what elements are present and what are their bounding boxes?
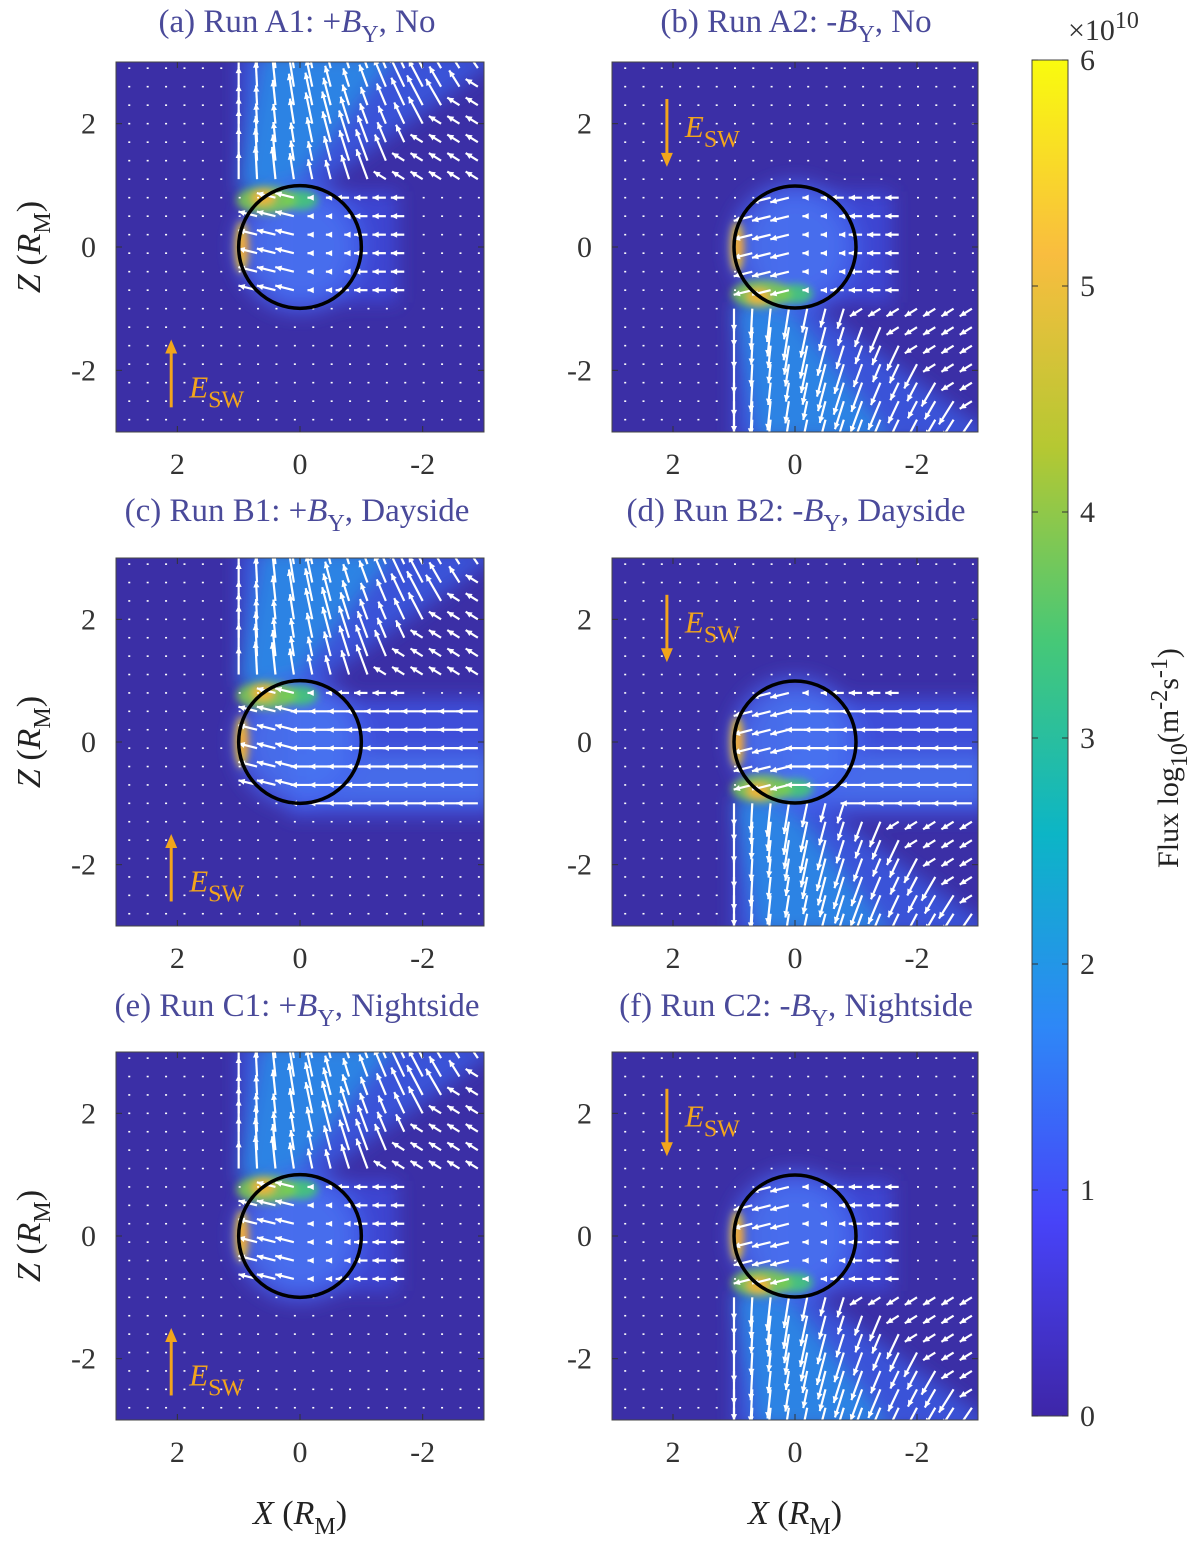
flux-field bbox=[624, 1057, 978, 1420]
velocity-arrows bbox=[624, 67, 974, 432]
esw-label: ESW bbox=[684, 1099, 740, 1143]
panel-title: (d) Run B2: -BY, Dayside bbox=[626, 493, 965, 537]
x-tick-label: 0 bbox=[293, 942, 308, 975]
y-tick-label: 0 bbox=[577, 1220, 592, 1253]
x-tick-label: 0 bbox=[788, 942, 803, 975]
y-tick-label: -2 bbox=[71, 354, 96, 387]
planet-outline bbox=[236, 678, 364, 806]
x-tick-label: 2 bbox=[170, 942, 185, 975]
esw-indicator: ESW bbox=[165, 339, 244, 413]
y-tick-label: 2 bbox=[577, 108, 592, 141]
x-tick-label: -2 bbox=[410, 1436, 435, 1469]
colorbar: 0 1 2 3 4 5 6×1010 Flux log10(m-2s-1) bbox=[1031, 8, 1193, 1433]
y-tick-label: -2 bbox=[71, 1343, 96, 1376]
y-tick-label: 0 bbox=[577, 231, 592, 264]
colorbar-tick-label: 3 bbox=[1080, 722, 1095, 755]
panel-a: ESW 2 0 -2 2 0 -2 (a) Run A1: +BY, No Z (RM) bbox=[11, 4, 485, 481]
y-tick-label: -2 bbox=[567, 354, 592, 387]
colorbar-tick-label: 6 bbox=[1080, 44, 1095, 77]
x-tick-label: -2 bbox=[410, 448, 435, 481]
panel-e: ESW 2 0 -2 2 0 -2 (e) Run C1: +BY, Nightside Z (… bbox=[11, 988, 485, 1540]
x-tick-label: 2 bbox=[666, 942, 681, 975]
panel-title: (b) Run A2: -BY, No bbox=[660, 4, 931, 48]
x-tick-label: 2 bbox=[666, 1436, 681, 1469]
planet-outline bbox=[732, 679, 858, 805]
flux-field bbox=[128, 558, 484, 915]
x-tick-label: 2 bbox=[170, 1436, 185, 1469]
panel-title: (e) Run C1: +BY, Nightside bbox=[114, 988, 479, 1032]
velocity-arrows bbox=[624, 1057, 974, 1420]
y-tick-label: 0 bbox=[81, 231, 96, 264]
y-axis-label: Z (RM) bbox=[11, 1190, 56, 1282]
x-tick-label: -2 bbox=[905, 1436, 930, 1469]
y-axis-label: Z (RM) bbox=[11, 201, 56, 293]
x-tick-label: 0 bbox=[788, 448, 803, 481]
colorbar-tick-label: 0 bbox=[1080, 1400, 1095, 1433]
planet-outline bbox=[732, 184, 858, 310]
planet-outline bbox=[236, 183, 364, 311]
panel-title: (f) Run C2: -BY, Nightside bbox=[619, 988, 973, 1032]
velocity-arrows bbox=[128, 1052, 480, 1409]
panel-title: (c) Run B1: +BY, Dayside bbox=[125, 493, 470, 537]
esw-label: ESW bbox=[188, 864, 244, 908]
colorbar-tick-label: 4 bbox=[1080, 496, 1095, 529]
y-tick-label: -2 bbox=[567, 849, 592, 882]
flux-field bbox=[128, 62, 484, 421]
y-tick-label: 0 bbox=[577, 726, 592, 759]
velocity-arrows bbox=[624, 563, 974, 926]
colorbar-tick-label: 1 bbox=[1080, 1174, 1095, 1207]
velocity-arrows bbox=[128, 558, 480, 915]
y-tick-label: 2 bbox=[577, 1097, 592, 1130]
x-tick-label: 0 bbox=[788, 1436, 803, 1469]
esw-label: ESW bbox=[684, 109, 740, 153]
esw-indicator: ESW bbox=[660, 594, 740, 663]
esw-indicator: ESW bbox=[660, 1088, 740, 1157]
colorbar-tick-label: 5 bbox=[1080, 270, 1095, 303]
y-tick-label: 2 bbox=[81, 603, 96, 636]
x-tick-label: 0 bbox=[293, 448, 308, 481]
x-axis-label: X (RM) bbox=[251, 1495, 347, 1540]
y-tick-label: 0 bbox=[81, 726, 96, 759]
panel-c: ESW 2 0 -2 2 0 -2 (c) Run B1: +BY, Dayside Z (RM… bbox=[11, 493, 485, 975]
x-tick-label: 0 bbox=[293, 1436, 308, 1469]
esw-label: ESW bbox=[684, 605, 740, 649]
esw-label: ESW bbox=[188, 1358, 244, 1402]
panel-d: ESW 2 0 -2 2 0 -2 (d) Run B2: -BY, Dayside bbox=[567, 493, 979, 975]
panel-title: (a) Run A1: +BY, No bbox=[158, 4, 435, 48]
x-axis-label: X (RM) bbox=[746, 1495, 842, 1540]
velocity-arrows bbox=[128, 62, 480, 421]
x-tick-label: -2 bbox=[905, 448, 930, 481]
esw-indicator: ESW bbox=[165, 1328, 244, 1402]
y-axis-label: Z (RM) bbox=[11, 696, 56, 788]
planet-outline bbox=[236, 1172, 364, 1300]
x-tick-label: 2 bbox=[170, 448, 185, 481]
flux-field bbox=[624, 67, 978, 432]
planet-outline bbox=[732, 1173, 858, 1299]
y-tick-label: -2 bbox=[71, 849, 96, 882]
y-tick-label: 0 bbox=[81, 1220, 96, 1253]
x-tick-label: -2 bbox=[410, 942, 435, 975]
x-tick-label: 2 bbox=[666, 448, 681, 481]
y-tick-label: 2 bbox=[81, 1097, 96, 1130]
panel-f: ESW 2 0 -2 2 0 -2 (f) Run C2: -BY, Nightside X (… bbox=[567, 988, 979, 1540]
colorbar-exponent: ×1010 bbox=[1068, 8, 1139, 47]
y-tick-label: 2 bbox=[577, 603, 592, 636]
panels-layer: ESW 2 0 -2 2 0 -2 (a) Run A1: +BY, No Z (RM) ESW 2… bbox=[11, 4, 979, 1540]
x-tick-label: -2 bbox=[905, 942, 930, 975]
y-tick-label: -2 bbox=[567, 1343, 592, 1376]
flux-field bbox=[128, 1052, 484, 1409]
colorbar-label: Flux log10(m-2s-1) bbox=[1147, 648, 1193, 868]
esw-indicator: ESW bbox=[660, 99, 740, 167]
colorbar-tick-label: 2 bbox=[1080, 948, 1095, 981]
panel-b: ESW 2 0 -2 2 0 -2 (b) Run A2: -BY, No bbox=[567, 4, 979, 481]
y-tick-label: 2 bbox=[81, 108, 96, 141]
esw-label: ESW bbox=[188, 369, 244, 413]
esw-indicator: ESW bbox=[165, 834, 244, 908]
